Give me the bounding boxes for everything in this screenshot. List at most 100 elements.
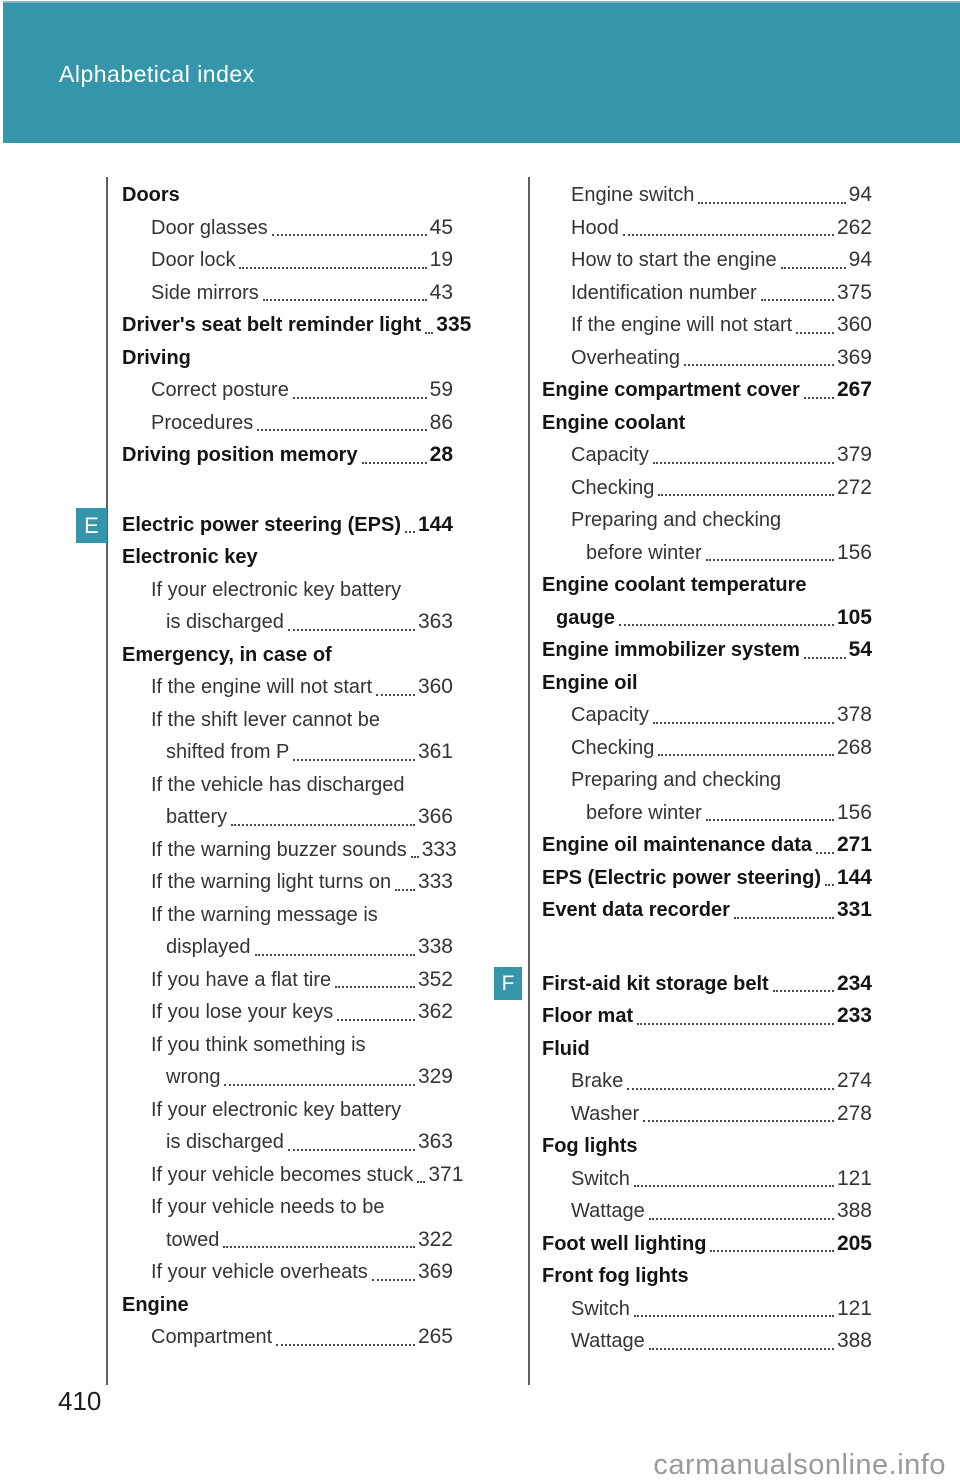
page-ref: 28 xyxy=(429,443,453,466)
page-title: Alphabetical index xyxy=(59,61,255,87)
entry-label: Identification number xyxy=(571,281,757,304)
index-entry: If the warning message is xyxy=(122,899,453,932)
page-ref: 322 xyxy=(417,1227,453,1251)
page-ref: 338 xyxy=(417,935,453,958)
dot-leader xyxy=(780,266,846,269)
entry-label: displayed xyxy=(166,936,251,958)
page-ref: 234 xyxy=(836,971,872,995)
entry-label: Checking xyxy=(571,736,655,759)
page-header: Alphabetical index xyxy=(3,1,960,143)
page-ref: 369 xyxy=(836,345,872,369)
entry-label: Front fog lights xyxy=(542,1265,689,1287)
index-column-left: Doors Door glasses 45 Door lock 19 Side mirro… xyxy=(122,179,471,1354)
entry-label: Switch xyxy=(571,1167,630,1190)
dot-leader xyxy=(627,1087,834,1090)
entry-label: EPS (Electric power steering) xyxy=(542,866,821,889)
dot-leader xyxy=(239,266,427,269)
index-entry: before winter 156 xyxy=(542,537,872,570)
index-entry: Preparing and checking xyxy=(542,504,872,537)
index-entry: If you think something is xyxy=(122,1029,453,1062)
entry-label: Doors xyxy=(122,184,180,206)
dot-leader xyxy=(648,1347,834,1350)
entry-label: Foot well lighting xyxy=(542,1232,707,1255)
page-ref: 379 xyxy=(836,443,872,466)
entry-label: If the shift lever cannot be xyxy=(151,708,381,731)
dot-leader xyxy=(224,1083,415,1086)
page-ref: 363 xyxy=(417,610,453,633)
entry-label: If you lose your keys xyxy=(151,1001,334,1023)
entry-label: before winter xyxy=(586,801,702,824)
page-ref: 105 xyxy=(836,605,872,629)
index-entry: If your vehicle needs to be xyxy=(122,1191,453,1224)
page-ref: 94 xyxy=(848,248,872,271)
index-entry: Wattage 388 xyxy=(542,1195,872,1228)
dot-leader xyxy=(760,299,834,301)
entry-label: Door lock xyxy=(151,249,236,271)
entry-label: Overheating xyxy=(571,346,680,369)
dot-leader xyxy=(622,234,834,236)
index-entry: Switch 121 xyxy=(542,1163,872,1196)
dot-leader xyxy=(658,494,834,496)
dot-leader xyxy=(425,331,434,334)
entry-label: If your vehicle overheats xyxy=(151,1261,368,1283)
page-ref: 333 xyxy=(421,837,457,861)
page-ref: 363 xyxy=(417,1130,453,1153)
entry-label: Driver's seat belt reminder light xyxy=(122,314,422,336)
page-ref: 375 xyxy=(836,280,872,304)
entry-label: wrong xyxy=(166,1066,221,1088)
entry-label: Wattage xyxy=(571,1330,645,1352)
entry-label: Brake xyxy=(571,1070,624,1092)
entry-label: Switch xyxy=(571,1297,630,1320)
index-entry: displayed 338 xyxy=(122,931,453,964)
page-ref: 360 xyxy=(417,675,453,698)
dot-leader xyxy=(293,758,415,761)
index-entry: Checking 272 xyxy=(542,472,872,505)
entry-label: battery xyxy=(166,806,228,828)
page-ref: 19 xyxy=(429,248,453,271)
dot-leader xyxy=(404,531,415,533)
entry-label: If the warning message is xyxy=(151,903,378,926)
page-ref: 361 xyxy=(417,740,453,763)
dot-leader xyxy=(633,1185,834,1187)
dot-leader xyxy=(683,364,834,366)
page-ref: 262 xyxy=(836,215,872,239)
page-ref: 352 xyxy=(417,967,453,991)
dot-leader xyxy=(254,953,415,956)
index-entry: Capacity 378 xyxy=(542,699,872,732)
page-ref: 121 xyxy=(836,1166,872,1190)
entry-label: Engine coolant temperature xyxy=(542,574,807,596)
dot-leader xyxy=(803,656,846,659)
index-heading: Engine oil xyxy=(542,667,872,700)
entry-label: Wattage xyxy=(571,1200,645,1222)
index-entry: If you lose your keys 362 xyxy=(122,996,453,1029)
dot-leader xyxy=(287,628,415,631)
page-ref: 156 xyxy=(836,540,872,564)
entry-label: Engine oil xyxy=(542,671,638,694)
dot-leader xyxy=(223,1246,415,1248)
page-ref: 43 xyxy=(429,280,453,304)
dot-leader xyxy=(633,1315,834,1317)
dot-leader xyxy=(733,916,834,919)
index-heading: Engine oil maintenance data 271 xyxy=(542,829,872,862)
index-heading: Event data recorder 331 xyxy=(542,894,872,927)
page-ref: 388 xyxy=(836,1199,872,1222)
dot-leader xyxy=(643,1120,834,1122)
index-entry: If the shift lever cannot be xyxy=(122,704,453,737)
page-ref: 329 xyxy=(417,1065,453,1088)
entry-label: Procedures xyxy=(151,411,254,434)
dot-leader xyxy=(652,461,834,464)
dot-leader xyxy=(648,1217,834,1220)
page-ref: 144 xyxy=(417,512,453,536)
index-entry: is discharged 363 xyxy=(122,606,453,639)
index-heading: Floor mat 233 xyxy=(542,1000,872,1033)
index-entry: Washer 278 xyxy=(542,1098,872,1131)
index-entry: Preparing and checking xyxy=(542,764,872,797)
index-entry: Identification number 375 xyxy=(542,277,872,310)
dot-leader xyxy=(271,234,427,236)
page-ref: 378 xyxy=(836,703,872,726)
entry-label: is discharged xyxy=(166,1131,284,1153)
index-entry: If your vehicle becomes stuck 371 xyxy=(122,1159,463,1192)
section-letter-e: E xyxy=(76,508,107,543)
page-ref: 144 xyxy=(836,865,872,889)
dot-leader xyxy=(652,721,834,724)
